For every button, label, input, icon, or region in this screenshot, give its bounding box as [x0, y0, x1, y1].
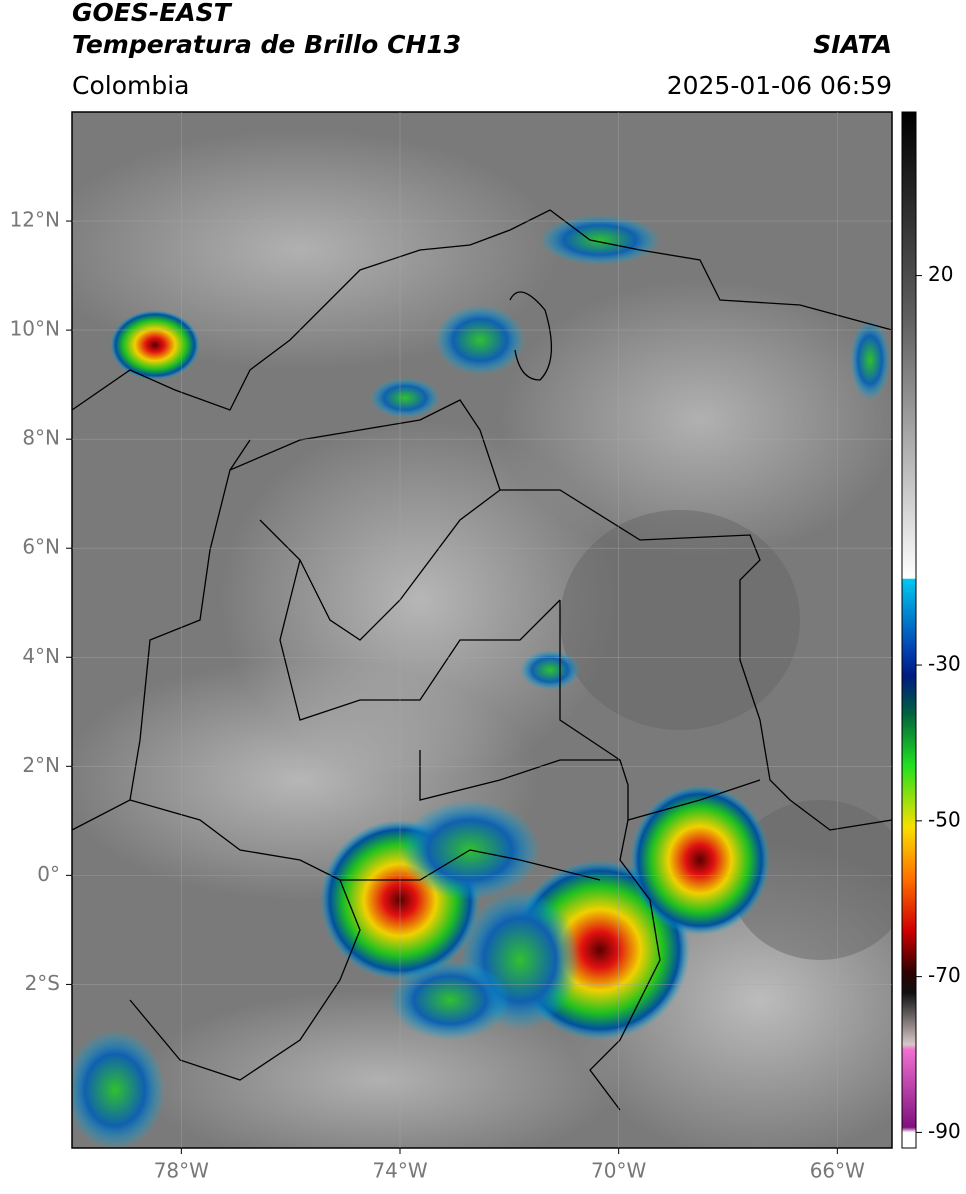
- y-tick-label: 0°: [37, 862, 60, 886]
- region: Colombia: [72, 71, 189, 100]
- y-tick-label: 2°N: [22, 753, 60, 777]
- x-tick-label: 66°W: [810, 1159, 865, 1183]
- datetime: 2025-01-06 06:59: [667, 71, 892, 100]
- map-frame: [71, 111, 893, 1149]
- colorbar-label: -70: [928, 963, 961, 987]
- x-tick-label: 78°W: [154, 1159, 209, 1183]
- y-tick-label: 2°S: [25, 971, 60, 995]
- x-tick-label: 74°W: [372, 1159, 427, 1183]
- colorbar-label: -30: [928, 652, 961, 676]
- y-tick-label: 10°N: [10, 317, 60, 341]
- y-tick-label: 6°N: [22, 535, 60, 559]
- title: GOES-EAST: [72, 0, 233, 27]
- y-tick-label: 4°N: [22, 644, 60, 668]
- y-tick-label: 12°N: [10, 208, 60, 232]
- source: SIATA: [813, 30, 892, 59]
- colorbar: [901, 111, 917, 1149]
- colorbar-label: -90: [928, 1119, 961, 1143]
- x-tick-label: 70°W: [591, 1159, 646, 1183]
- colorbar-label: 20: [928, 262, 953, 286]
- satellite-image: [72, 112, 892, 1148]
- colorbar-label: -50: [928, 807, 961, 831]
- y-tick-label: 8°N: [22, 426, 60, 450]
- subtitle: Temperatura de Brillo CH13: [72, 30, 461, 59]
